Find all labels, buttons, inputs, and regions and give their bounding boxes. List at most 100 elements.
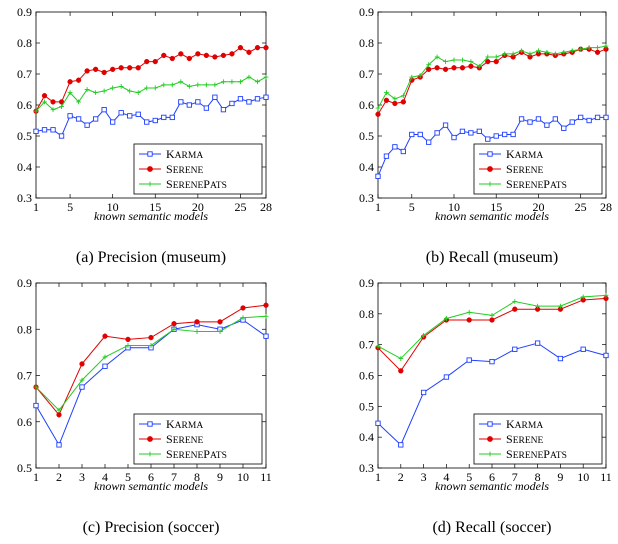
x-tick-label: 1 xyxy=(33,200,39,214)
legend-marker xyxy=(487,436,493,442)
y-tick-label: 0.3 xyxy=(359,191,374,205)
data-point xyxy=(127,88,133,94)
data-point xyxy=(466,357,472,363)
data-point xyxy=(535,303,540,309)
data-point xyxy=(33,108,39,114)
series-karma xyxy=(33,94,269,139)
legend-label: KARMA xyxy=(166,147,203,161)
data-point xyxy=(152,117,158,124)
data-point xyxy=(434,65,440,71)
data-point xyxy=(569,119,575,125)
data-point xyxy=(254,45,261,51)
x-tick-label: 5 xyxy=(409,200,415,214)
data-point xyxy=(493,133,499,139)
data-point xyxy=(67,79,73,85)
y-tick-label: 0.7 xyxy=(17,369,32,383)
data-point xyxy=(102,333,108,339)
data-point xyxy=(152,85,158,91)
x-tick-label: 4 xyxy=(443,470,449,484)
data-point xyxy=(33,384,39,390)
data-point xyxy=(75,77,82,83)
data-point xyxy=(383,97,390,103)
data-point xyxy=(212,82,218,88)
data-point xyxy=(148,343,154,348)
data-point xyxy=(110,66,116,72)
data-point xyxy=(375,105,381,111)
series-line xyxy=(35,96,267,137)
series-serenepats xyxy=(33,313,269,413)
data-point xyxy=(489,317,495,323)
data-point xyxy=(229,51,235,57)
panel-caption: (a) Precision (museum) xyxy=(76,249,226,266)
y-tick-label: 0.7 xyxy=(359,67,374,81)
x-tick-label: 2 xyxy=(56,470,62,484)
x-tick-label: 7 xyxy=(512,470,518,484)
data-point xyxy=(580,346,586,352)
data-point xyxy=(246,49,252,55)
data-point xyxy=(603,352,609,359)
data-point xyxy=(603,43,609,49)
data-point xyxy=(135,65,141,71)
data-point xyxy=(169,82,175,88)
data-point xyxy=(212,94,218,100)
data-point xyxy=(489,312,495,318)
data-point xyxy=(476,63,482,69)
data-point xyxy=(186,84,192,89)
data-point xyxy=(375,111,381,117)
legend-marker xyxy=(147,436,153,442)
data-point xyxy=(217,319,223,325)
data-point xyxy=(220,106,227,113)
data-point xyxy=(489,358,495,365)
data-point xyxy=(217,329,223,334)
data-point xyxy=(102,363,108,369)
panel-caption: (d) Recall (soccer) xyxy=(432,519,551,536)
data-point xyxy=(434,130,440,136)
data-point xyxy=(101,88,107,94)
data-point xyxy=(518,116,525,122)
chart-panel-3: 0.5 0.6 0.7 0.8 0.9 1 2 3 4 5 6 7 8 9 10 11 known semant… xyxy=(17,276,272,536)
data-point xyxy=(536,48,541,54)
series-line xyxy=(35,47,266,112)
data-point xyxy=(161,52,167,59)
data-point xyxy=(586,117,592,124)
x-tick-label: 28 xyxy=(600,200,612,214)
data-point xyxy=(512,346,518,352)
legend-label: SERENEPATS xyxy=(506,447,567,461)
series-line xyxy=(35,304,267,416)
data-point xyxy=(93,90,99,95)
data-point xyxy=(459,65,466,71)
y-tick-label: 0.4 xyxy=(359,160,374,174)
data-point xyxy=(161,114,167,121)
data-point xyxy=(443,59,448,64)
series-serene xyxy=(33,45,269,114)
y-tick-label: 0.8 xyxy=(359,307,374,321)
data-point xyxy=(392,100,398,107)
data-point xyxy=(468,130,474,136)
data-point xyxy=(466,309,472,315)
data-point xyxy=(84,68,90,74)
x-tick-label: 10 xyxy=(107,200,119,214)
data-point xyxy=(263,313,269,319)
x-tick-label: 3 xyxy=(79,470,85,484)
legend-marker xyxy=(147,166,153,172)
data-point xyxy=(400,148,406,155)
x-tick-label: 8 xyxy=(194,470,200,484)
data-point xyxy=(569,48,575,54)
data-point xyxy=(59,104,64,109)
data-point xyxy=(186,55,192,62)
data-point xyxy=(203,52,210,59)
data-point xyxy=(127,65,133,71)
data-point xyxy=(56,407,62,413)
data-point xyxy=(67,90,73,95)
x-tick-label: 5 xyxy=(67,200,73,214)
data-point xyxy=(101,69,107,76)
y-tick-label: 0.5 xyxy=(359,129,374,143)
data-point xyxy=(392,144,398,150)
y-tick-label: 0.9 xyxy=(17,5,32,19)
data-point xyxy=(42,99,47,105)
x-axis-label: known semantic models xyxy=(94,479,208,493)
data-point xyxy=(240,315,246,321)
data-point xyxy=(50,127,56,133)
